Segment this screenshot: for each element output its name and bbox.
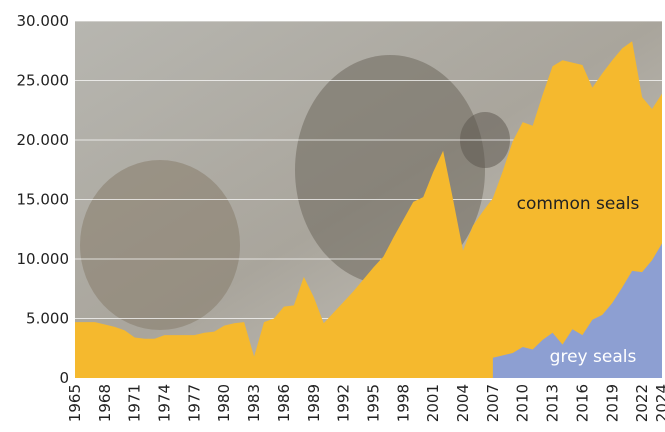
x-tick-label: 1971 xyxy=(126,384,144,422)
x-tick-label: 2013 xyxy=(544,384,562,422)
x-tick-label: 2024 xyxy=(653,384,665,422)
x-tick-label: 2001 xyxy=(424,384,442,422)
seal-shape xyxy=(80,160,240,330)
x-tick-label: 1965 xyxy=(66,384,84,422)
y-tick-label: 20.000 xyxy=(17,131,70,149)
x-tick-label: 1974 xyxy=(156,384,174,422)
y-tick-label: 25.000 xyxy=(17,72,70,90)
x-tick-label: 1983 xyxy=(245,384,263,422)
series-label: common seals xyxy=(517,194,640,214)
x-tick-label: 2007 xyxy=(484,384,502,422)
x-tick-label: 2016 xyxy=(573,384,591,422)
series-label: grey seals xyxy=(550,347,637,367)
x-tick-label: 1998 xyxy=(394,384,412,422)
x-tick-label: 1995 xyxy=(364,384,382,422)
y-tick-label: 30.000 xyxy=(17,12,70,30)
x-tick-label: 1989 xyxy=(305,384,323,422)
y-tick-label: 5.000 xyxy=(26,310,69,328)
x-tick-label: 1980 xyxy=(215,384,233,422)
x-tick-label: 2022 xyxy=(633,384,651,422)
x-tick-label: 1992 xyxy=(335,384,353,422)
y-tick-label: 10.000 xyxy=(17,250,70,268)
x-tick-label: 2004 xyxy=(454,384,472,422)
y-tick-label: 15.000 xyxy=(17,191,70,209)
x-tick-label: 2010 xyxy=(514,384,532,422)
chart: 05.00010.00015.00020.00025.00030.0001965… xyxy=(0,0,665,432)
x-tick-label: 1968 xyxy=(96,384,114,422)
x-tick-label: 2019 xyxy=(603,384,621,422)
x-tick-label: 1977 xyxy=(185,384,203,422)
x-tick-label: 1986 xyxy=(275,384,293,422)
